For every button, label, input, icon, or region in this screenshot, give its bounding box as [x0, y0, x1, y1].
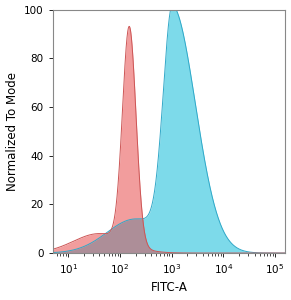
X-axis label: FITC-A: FITC-A [151, 281, 187, 294]
Y-axis label: Normalized To Mode: Normalized To Mode [6, 72, 19, 191]
